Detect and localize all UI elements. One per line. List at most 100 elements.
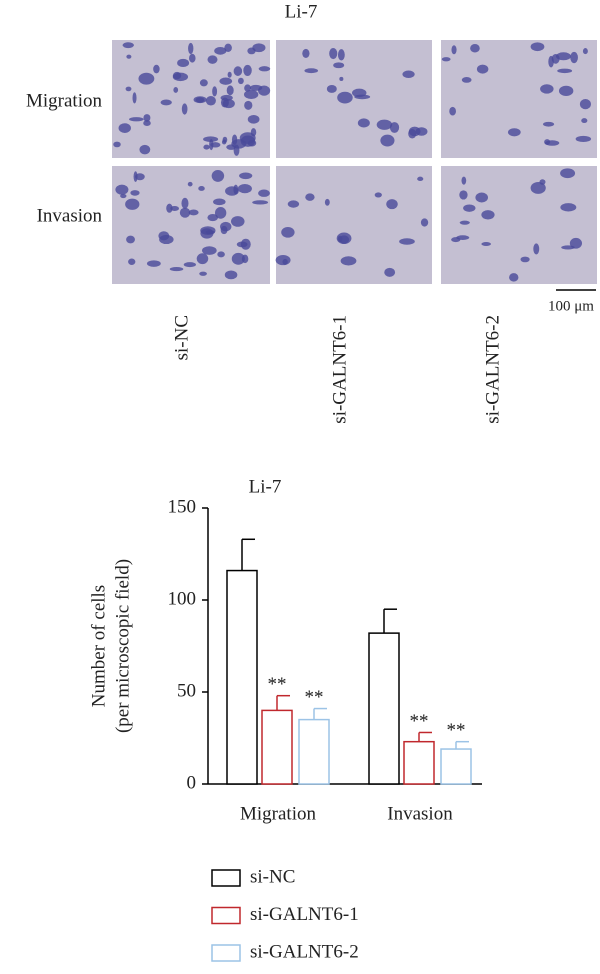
cell bbox=[179, 207, 191, 218]
cell bbox=[258, 189, 270, 197]
x-tick-label: Migration bbox=[240, 803, 316, 824]
cell bbox=[569, 237, 583, 249]
cell bbox=[252, 43, 266, 53]
cell bbox=[326, 84, 337, 93]
cell bbox=[181, 103, 188, 115]
cell bbox=[132, 92, 137, 104]
cell bbox=[507, 128, 521, 137]
cell bbox=[530, 42, 545, 52]
cell bbox=[417, 176, 424, 181]
cell bbox=[352, 88, 367, 98]
column-label: si-GALNT6-1 bbox=[329, 315, 350, 424]
x-tick-label: Invasion bbox=[387, 803, 453, 824]
y-tick-label: 150 bbox=[168, 496, 197, 517]
cell bbox=[244, 100, 253, 110]
y-axis-label: (per microscopic field) bbox=[112, 559, 133, 733]
cell bbox=[333, 62, 345, 69]
cell bbox=[199, 271, 207, 276]
cell bbox=[233, 66, 243, 76]
cell bbox=[476, 64, 489, 74]
cell bbox=[339, 76, 344, 81]
cell bbox=[219, 77, 233, 85]
row-label: Invasion bbox=[37, 205, 103, 226]
cell bbox=[207, 214, 218, 222]
cell bbox=[509, 273, 519, 282]
significance-label: ** bbox=[447, 720, 466, 741]
cell bbox=[481, 210, 495, 220]
cell bbox=[125, 198, 140, 210]
cell bbox=[181, 197, 189, 209]
cell bbox=[555, 52, 571, 61]
cell bbox=[193, 96, 207, 104]
y-tick-label: 100 bbox=[168, 588, 197, 609]
legend-swatch bbox=[211, 869, 241, 887]
y-tick-label: 0 bbox=[187, 772, 197, 793]
cell bbox=[239, 172, 253, 180]
legend-label: si-NC bbox=[250, 866, 295, 887]
cell bbox=[205, 95, 216, 106]
cell bbox=[120, 193, 127, 199]
cell bbox=[205, 230, 215, 235]
cell bbox=[230, 216, 245, 227]
significance-label: ** bbox=[268, 674, 287, 695]
cell bbox=[463, 204, 476, 212]
bar bbox=[261, 709, 293, 785]
cell bbox=[241, 254, 249, 264]
cell bbox=[172, 71, 182, 80]
cell bbox=[384, 267, 396, 277]
y-axis-label: Number of cells bbox=[88, 585, 109, 707]
cell bbox=[196, 253, 209, 265]
cell bbox=[243, 64, 252, 76]
cell bbox=[222, 99, 235, 109]
cell bbox=[201, 246, 217, 255]
cell bbox=[475, 192, 488, 203]
cell bbox=[203, 144, 210, 150]
cell bbox=[183, 262, 196, 268]
cell bbox=[337, 235, 343, 242]
cell bbox=[115, 184, 129, 195]
cell bbox=[408, 129, 417, 139]
cell bbox=[302, 48, 310, 59]
cell bbox=[187, 181, 193, 187]
cell bbox=[122, 42, 134, 49]
cell bbox=[237, 183, 252, 194]
cell bbox=[329, 48, 338, 60]
cell bbox=[143, 120, 151, 127]
cell bbox=[337, 49, 345, 61]
cell bbox=[188, 209, 199, 216]
legend-swatch bbox=[211, 906, 241, 925]
cell bbox=[357, 118, 370, 128]
cell bbox=[275, 255, 291, 266]
cell bbox=[539, 179, 546, 185]
cell bbox=[441, 57, 451, 62]
cell bbox=[118, 123, 131, 133]
cell bbox=[376, 119, 393, 130]
cell bbox=[570, 51, 578, 64]
cell bbox=[128, 258, 136, 265]
micrographs bbox=[112, 40, 597, 284]
cell bbox=[217, 251, 225, 258]
cell bbox=[575, 135, 592, 143]
cell bbox=[324, 198, 330, 206]
cell bbox=[243, 89, 259, 99]
micrograph bbox=[276, 166, 432, 284]
micrograph bbox=[441, 166, 597, 284]
cell bbox=[420, 218, 429, 227]
cell bbox=[258, 85, 271, 96]
cell bbox=[159, 234, 174, 245]
cell bbox=[557, 68, 573, 74]
cell bbox=[128, 117, 144, 122]
cell bbox=[226, 85, 234, 96]
cell bbox=[459, 190, 468, 200]
cell bbox=[236, 241, 248, 248]
cell bbox=[540, 84, 554, 94]
cell bbox=[220, 221, 232, 232]
cell bbox=[126, 235, 135, 244]
cell bbox=[461, 76, 472, 83]
cell bbox=[374, 192, 382, 198]
cell bbox=[579, 99, 591, 110]
cell bbox=[233, 144, 240, 156]
cell bbox=[548, 55, 554, 68]
cell bbox=[451, 237, 461, 243]
column-label: si-GALNT6-2 bbox=[482, 315, 503, 424]
